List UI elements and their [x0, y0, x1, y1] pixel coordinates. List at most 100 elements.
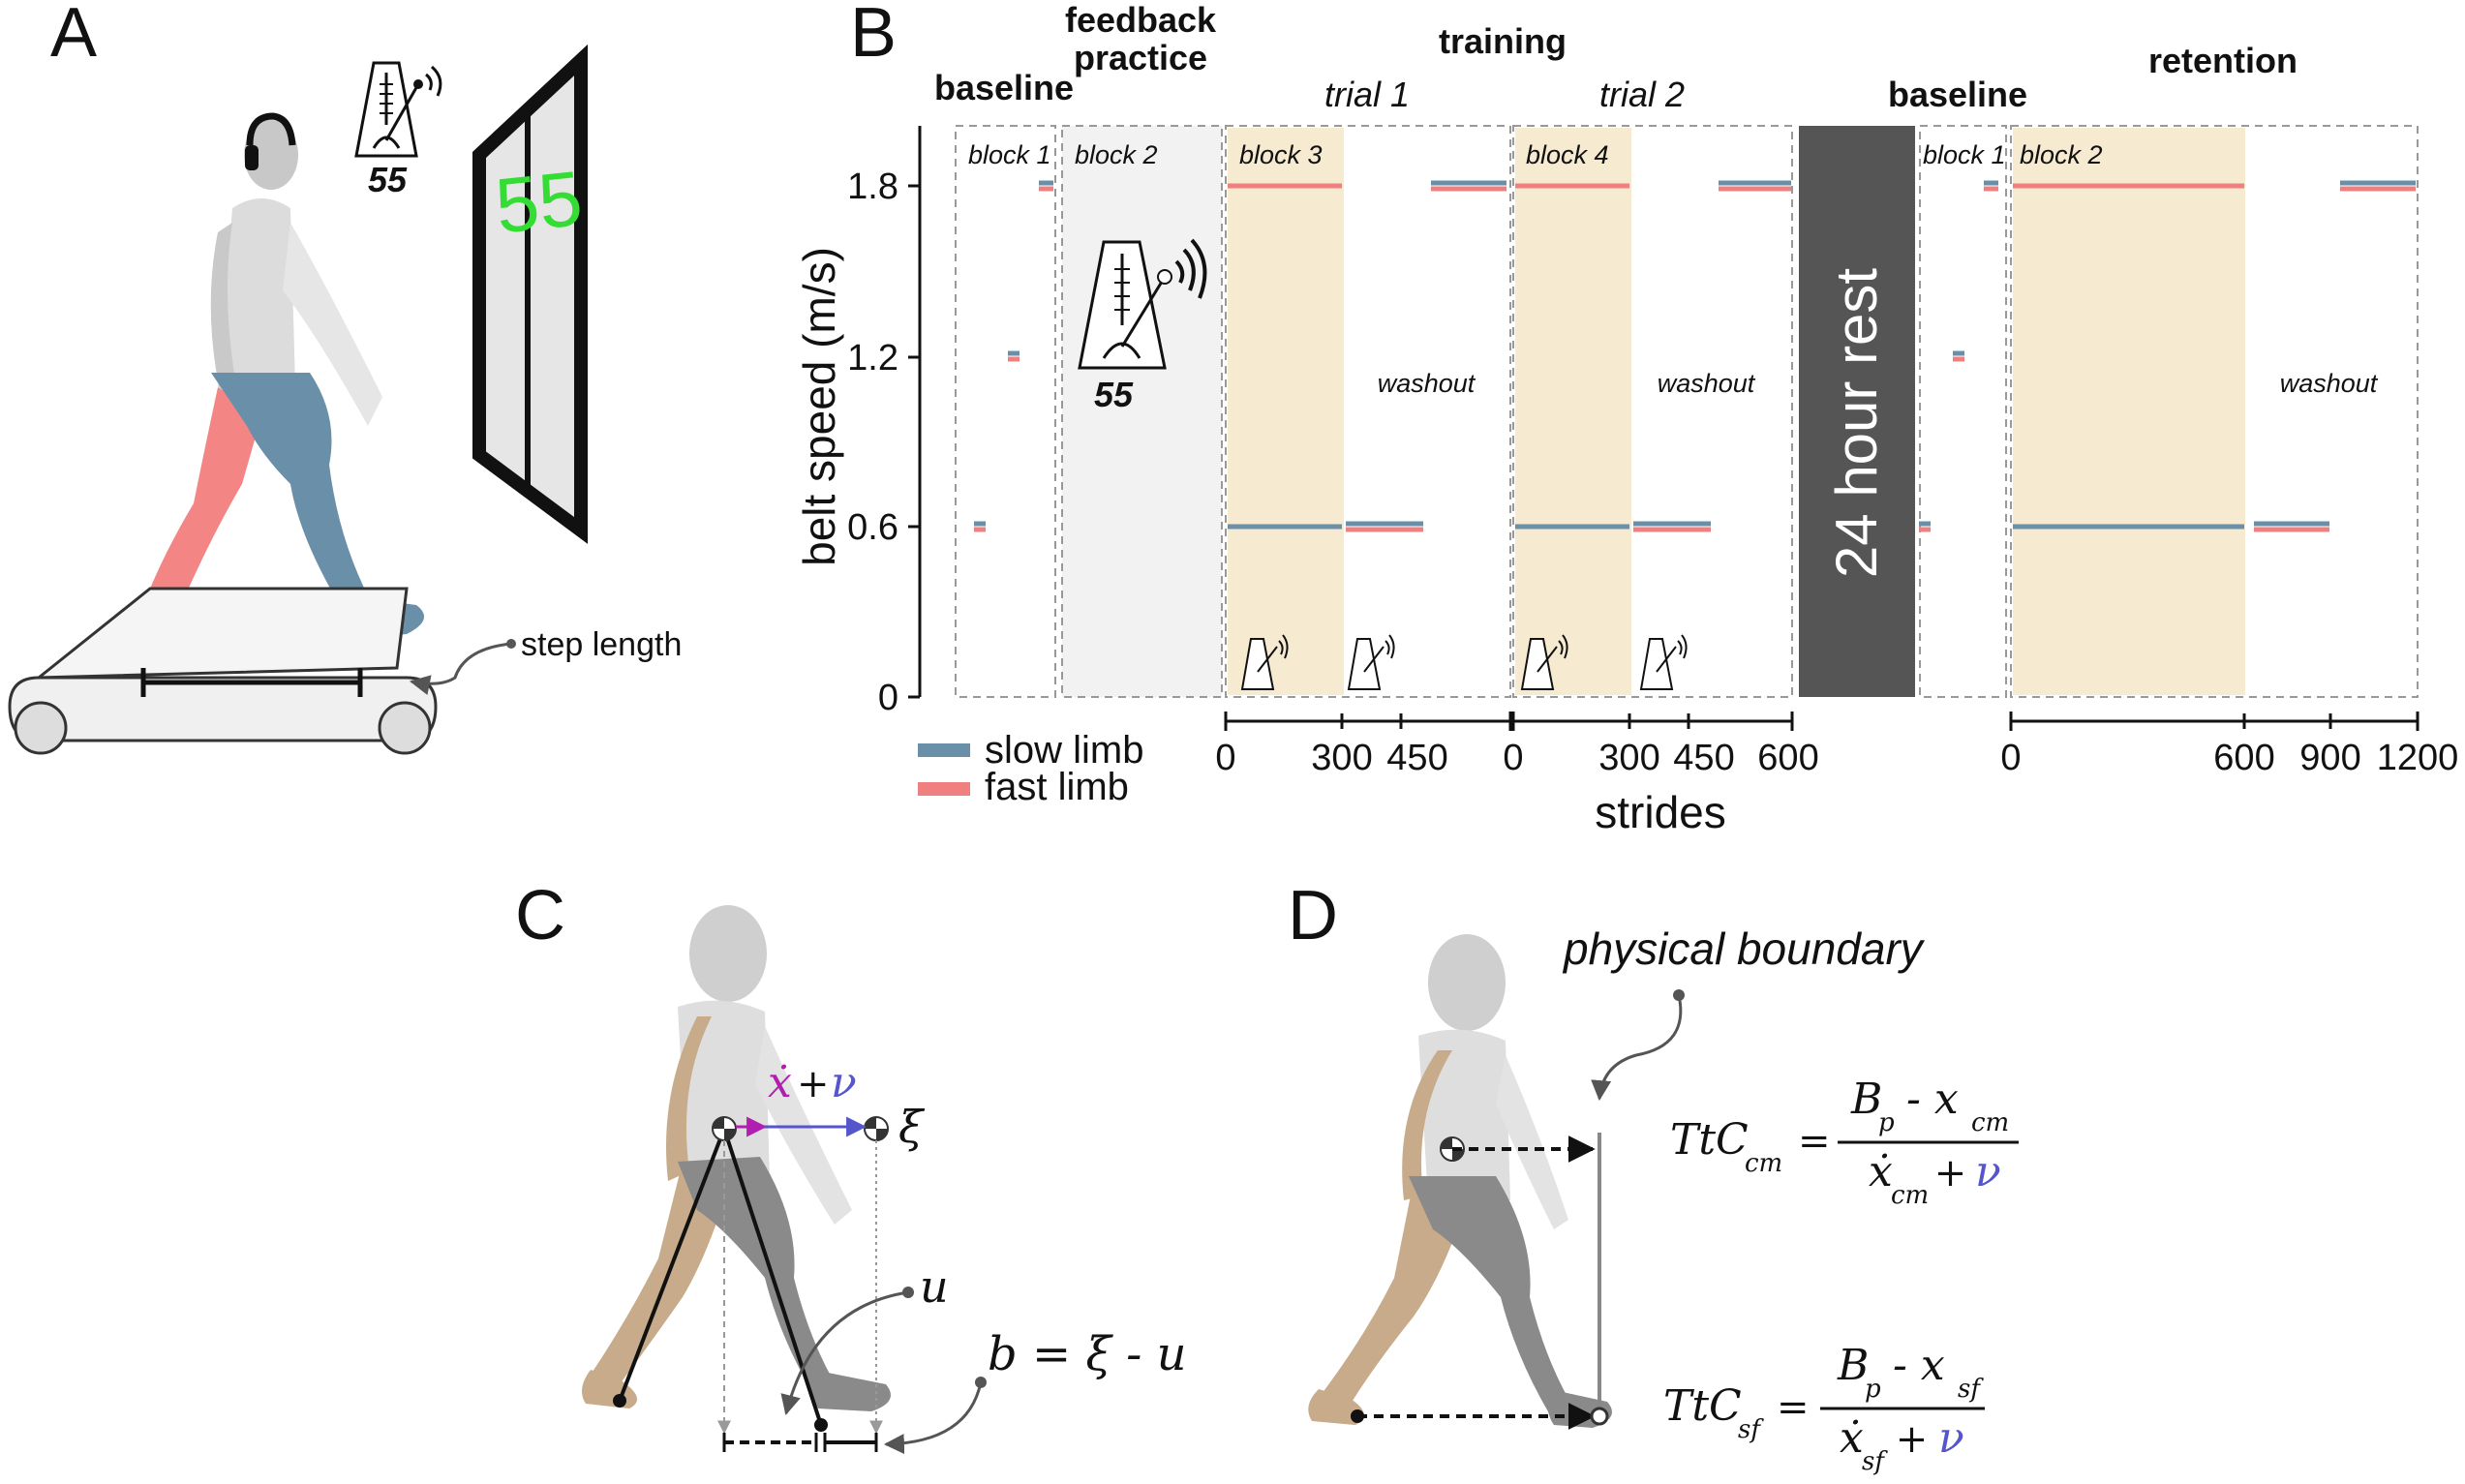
rest-box: [1799, 126, 1915, 697]
x-tick-label: 900: [2299, 738, 2360, 778]
eq-equals: =: [1777, 1385, 1810, 1430]
washout-label: washout: [1658, 369, 1756, 398]
x-axis-training-2: [1511, 712, 1794, 731]
block-label: block 3: [1239, 140, 1323, 169]
x-tick-label: 600: [1757, 738, 1818, 778]
legend-swatch-slow: [918, 743, 970, 757]
com-marker: [712, 1116, 737, 1141]
nu-label: ν: [831, 1058, 857, 1107]
walker-figure-c: [582, 905, 891, 1411]
header-feedback: feedback: [1065, 0, 1217, 40]
metronome-shade: [1228, 128, 1344, 695]
panel-d-letter: D: [1288, 877, 1338, 954]
block-label: block 1: [1923, 140, 2006, 169]
equation-ttc-cm: TtC cm = B p - x cm ẋ cm + ν: [1670, 1075, 2019, 1210]
x-axis-label: strides: [1595, 787, 1725, 837]
x-tick-label: 450: [1386, 738, 1447, 778]
panel-a-letter: A: [50, 0, 97, 72]
y-axis-label: belt speed (m/s): [794, 247, 844, 566]
speed-lines: [974, 180, 2416, 532]
x-axis-training-1: [1224, 712, 1512, 731]
block-label: block 2: [2020, 140, 2103, 169]
block-label: block 4: [1526, 140, 1609, 169]
physical-boundary-label: physical boundary: [1562, 924, 1926, 974]
small-metronome-icon: [1240, 634, 1289, 690]
eq-den-sub: sf: [1862, 1447, 1888, 1476]
x-axis-retention: [2009, 712, 2419, 731]
header-retention: retention: [2148, 41, 2298, 80]
block-label: block 1: [968, 140, 1051, 169]
y-tick-label: 0.6: [847, 507, 898, 548]
screen-number: 55: [492, 155, 587, 250]
x-tick-label: 300: [1311, 738, 1372, 778]
walker-figure-d: [1308, 934, 1612, 1428]
legend-label-fast: fast limb: [985, 766, 1129, 808]
washout-label: washout: [2280, 369, 2379, 398]
metronome-icon: [1078, 238, 1207, 370]
eq-den-plus: +: [1922, 1151, 1979, 1196]
header-trial-2: trial 2: [1599, 75, 1685, 114]
panel-c-letter: C: [515, 877, 565, 954]
small-metronome-icon: [1639, 634, 1688, 690]
metronome-number: 55: [1094, 375, 1134, 414]
eq-den-sub: cm: [1891, 1181, 1929, 1210]
eq-num-rest-sub: sf: [1958, 1375, 1984, 1404]
xi-label: ξ: [898, 1101, 926, 1153]
block-boxes: [955, 125, 2419, 698]
plus-label: +: [797, 1062, 830, 1106]
panel-d: D physical boundary TtC cm: [1288, 877, 2019, 1476]
eq-den-plus: +: [1883, 1417, 1940, 1462]
small-metronome-icon: [1347, 634, 1395, 690]
xi-marker: [864, 1116, 889, 1141]
eq-lhs: TtC: [1670, 1115, 1749, 1165]
eq-den-nu: ν: [1938, 1413, 1964, 1463]
rest-label: 24 hour rest: [1824, 268, 1889, 579]
eq-lhs-sub: sf: [1738, 1415, 1764, 1444]
x-tick-label: 0: [1215, 738, 1235, 778]
x-tick-label: 300: [1598, 738, 1659, 778]
washout-label: washout: [1378, 369, 1476, 398]
metronome-shade: [2013, 128, 2245, 695]
metronome-shade: [1515, 128, 1631, 695]
b-equation: b = ξ - u: [988, 1327, 1187, 1381]
u-label: u: [920, 1260, 949, 1313]
step-length-label: step length: [521, 626, 682, 663]
block-label: block 2: [1075, 140, 1158, 169]
eq-num-b-sub: p: [1878, 1108, 1895, 1137]
eq-lhs-sub: cm: [1745, 1149, 1782, 1178]
x-tick-label: 1200: [2377, 738, 2459, 778]
headphones-icon: [245, 145, 259, 170]
x-tick-label: 0: [1503, 738, 1523, 778]
eq-lhs: TtC: [1663, 1381, 1742, 1431]
header-trial-1: trial 1: [1324, 75, 1410, 114]
eq-num-b: B: [1837, 1341, 1869, 1390]
equation-ttc-sf: TtC sf = B p - x sf ẋ sf + ν: [1663, 1341, 1985, 1476]
feedback-screen: 55: [472, 44, 588, 544]
y-tick-label: 1.2: [847, 338, 898, 379]
x-tick-label: 450: [1673, 738, 1734, 778]
eq-num-rest: - x: [1879, 1341, 1945, 1390]
eq-equals: =: [1798, 1119, 1831, 1164]
metronome-icon: [354, 61, 442, 158]
metronome-number: 55: [368, 160, 408, 199]
panel-c: C ẋ + ν ξ: [515, 877, 1187, 1455]
eq-num-rest: - x: [1893, 1075, 1959, 1124]
panel-b-letter: B: [850, 0, 897, 72]
legend-swatch-fast: [918, 782, 970, 796]
eq-num-b-sub: p: [1865, 1375, 1881, 1404]
panel-a: A 55 55: [8, 0, 682, 755]
small-metronome-icon: [1520, 634, 1568, 690]
y-tick-label: 1.8: [847, 167, 898, 207]
y-tick-label: 0: [878, 678, 898, 718]
eq-den-nu: ν: [1975, 1147, 2001, 1196]
x-tick-label: 0: [2000, 738, 2021, 778]
header-baseline-2: baseline: [1888, 75, 2027, 114]
legend-label-slow: slow limb: [985, 729, 1143, 772]
header-baseline-1: baseline: [934, 68, 1074, 107]
eq-den-xdot: ẋ: [1869, 1147, 1893, 1196]
eq-num-b: B: [1850, 1075, 1882, 1124]
header-training: training: [1439, 21, 1567, 61]
eq-num-rest-sub: cm: [1971, 1108, 2009, 1137]
header-practice: practice: [1074, 38, 1207, 77]
